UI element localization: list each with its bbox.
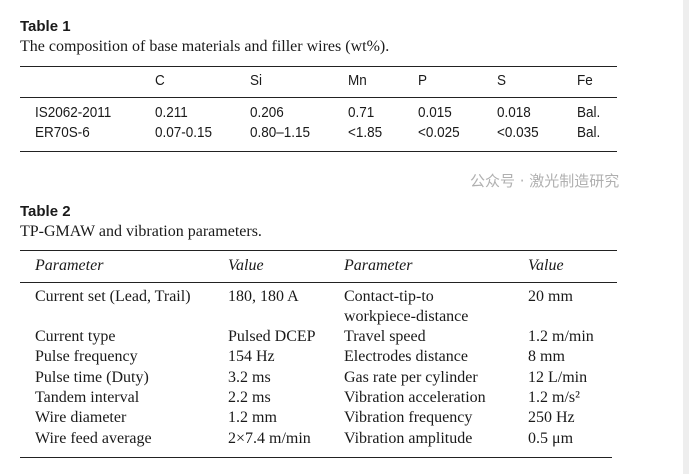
table2-cell: workpiece-distance bbox=[344, 308, 469, 325]
table2-cell: Vibration acceleration bbox=[344, 389, 486, 406]
table1-cell: 0.206 bbox=[250, 104, 284, 121]
table2-header-cell: Parameter bbox=[344, 257, 413, 274]
table1-cell: <0.035 bbox=[497, 124, 539, 141]
page-edge bbox=[683, 0, 689, 474]
table2-cell: Travel speed bbox=[344, 328, 426, 345]
table1-cell: 0.71 bbox=[348, 104, 375, 121]
table2-title: Table 2 bbox=[20, 203, 71, 220]
table2-cell: 180, 180 A bbox=[228, 288, 299, 305]
table2-caption: TP-GMAW and vibration parameters. bbox=[20, 223, 262, 240]
table2-cell: 2×7.4 m/min bbox=[228, 430, 311, 447]
table2-cell: 1.2 m/min bbox=[528, 328, 594, 345]
table2-cell: 20 mm bbox=[528, 288, 573, 305]
table2-bottom-rule bbox=[20, 457, 612, 458]
table2-cell: 154 Hz bbox=[228, 348, 275, 365]
table2-cell: Pulse frequency bbox=[35, 348, 138, 365]
table2-header-cell: Value bbox=[228, 257, 264, 274]
watermark: 公众号 · 激光制造研究 bbox=[470, 172, 620, 190]
table2-cell: Current type bbox=[35, 328, 116, 345]
table1-top-rule bbox=[20, 66, 617, 67]
table1-cell: 0.80–1.15 bbox=[250, 124, 311, 141]
table1-bottom-rule bbox=[20, 151, 617, 152]
table1-cell: 0.018 bbox=[497, 104, 531, 121]
table2-cell: Tandem interval bbox=[35, 389, 140, 406]
table2-cell: 8 mm bbox=[528, 348, 565, 365]
table2-cell: Pulsed DCEP bbox=[228, 328, 316, 345]
table1-cell: <0.025 bbox=[418, 124, 460, 141]
table2-cell: 0.5 μm bbox=[528, 430, 574, 447]
table1-header-cell: Mn bbox=[348, 72, 367, 89]
table1-header-rule bbox=[20, 97, 617, 98]
table1-cell: ER70S-6 bbox=[35, 124, 90, 141]
table1-cell: 0.015 bbox=[418, 104, 452, 121]
table2-cell: Wire diameter bbox=[35, 409, 127, 426]
table2-cell: Vibration amplitude bbox=[344, 430, 473, 447]
table2-cell: Vibration frequency bbox=[344, 409, 473, 426]
table1-cell: IS2062-2011 bbox=[35, 104, 112, 121]
table1-header-cell: Fe bbox=[577, 72, 593, 89]
table1-header-cell: Si bbox=[250, 72, 263, 89]
table2-cell: Current set (Lead, Trail) bbox=[35, 288, 191, 305]
table2-cell: 250 Hz bbox=[528, 409, 575, 426]
table2-cell: 1.2 m/s² bbox=[528, 389, 580, 406]
table2-top-rule bbox=[20, 250, 617, 251]
table1-header-cell: C bbox=[155, 72, 165, 89]
table2-cell: Contact-tip-to bbox=[344, 288, 434, 305]
table1-title: Table 1 bbox=[20, 18, 71, 35]
table2-cell: 1.2 mm bbox=[228, 409, 277, 426]
table1-header-cell: P bbox=[418, 72, 428, 89]
table2-cell: Gas rate per cylinder bbox=[344, 369, 478, 386]
table1-header-cell: S bbox=[497, 72, 507, 89]
table1-cell: 0.07-0.15 bbox=[155, 124, 213, 141]
table2-cell: 3.2 ms bbox=[228, 369, 271, 386]
table2-cell: 2.2 ms bbox=[228, 389, 271, 406]
table2-cell: Electrodes distance bbox=[344, 348, 468, 365]
table2-cell: Wire feed average bbox=[35, 430, 152, 447]
table2-cell: Pulse time (Duty) bbox=[35, 369, 149, 386]
table1-cell: Bal. bbox=[577, 104, 601, 121]
table1-cell: Bal. bbox=[577, 124, 601, 141]
table2-header-rule bbox=[20, 282, 617, 283]
table2-cell: 12 L/min bbox=[528, 369, 588, 386]
table2-header-cell: Parameter bbox=[35, 257, 104, 274]
table1-cell: 0.211 bbox=[155, 104, 188, 121]
table2-header-cell: Value bbox=[528, 257, 564, 274]
table1-caption: The composition of base materials and fi… bbox=[20, 38, 390, 55]
table1-cell: <1.85 bbox=[348, 124, 383, 141]
